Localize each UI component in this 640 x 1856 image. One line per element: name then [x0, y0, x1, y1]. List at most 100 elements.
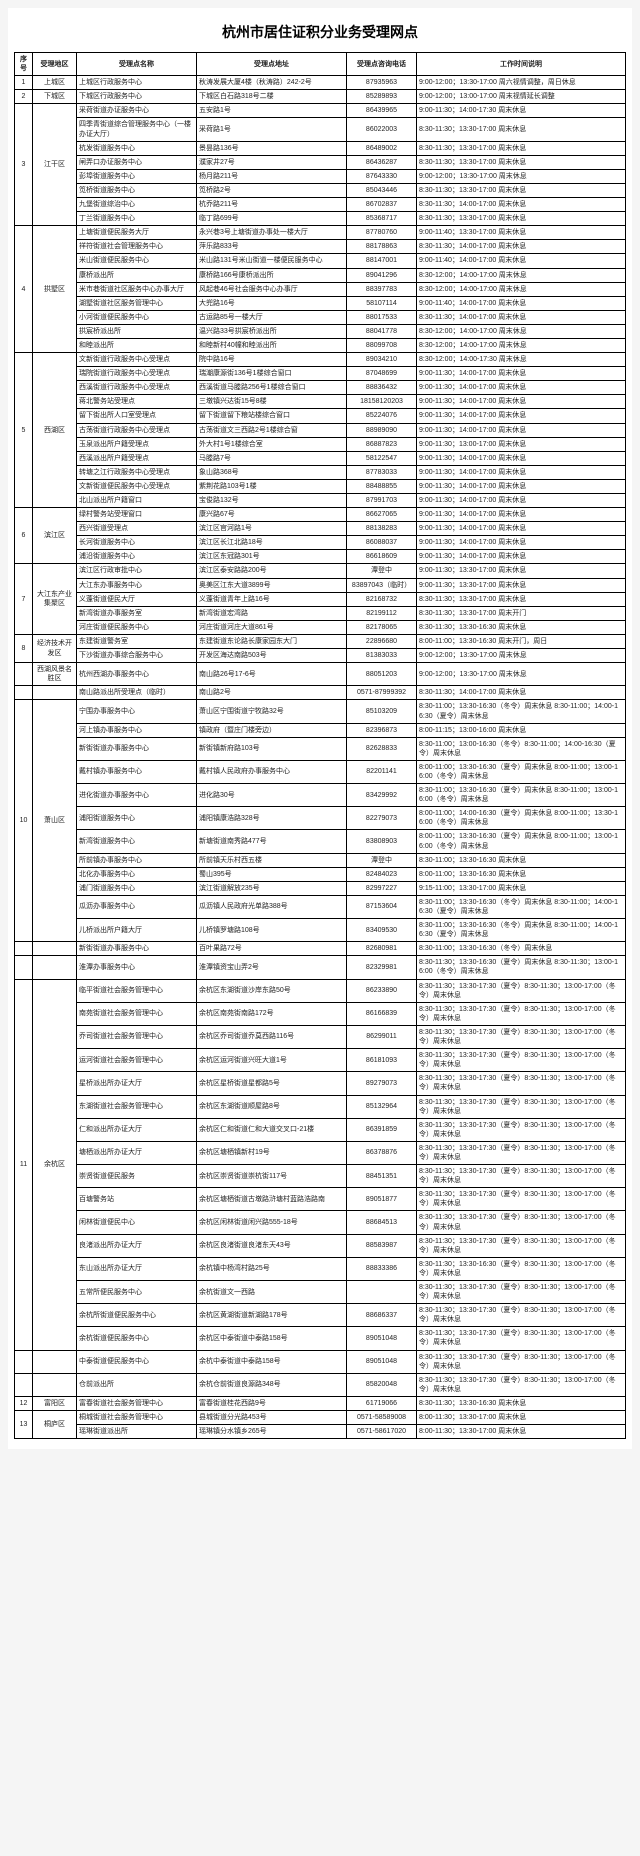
- cell-addr: 所前镇天乐村西五楼: [197, 853, 347, 867]
- cell-addr: 余杭区塘栖街道古墩路浒塘村蓝路浩路南: [197, 1188, 347, 1211]
- cell-name: 笕桥街道服务中心: [77, 183, 197, 197]
- cell-addr: 余杭区崇贤街道崇杭街117号: [197, 1165, 347, 1188]
- table-row: 4拱墅区上塘街道便民服务大厅永兴巷3号上塘街道办事处一楼大厅877807609:…: [15, 226, 626, 240]
- cell-time: 8:30-12:00；14:00-17:00 周末休息: [417, 338, 626, 352]
- cell-addr: 浦阳镇康浩路328号: [197, 807, 347, 830]
- cell-phone: 88099708: [347, 338, 417, 352]
- cell-phone: 87991703: [347, 494, 417, 508]
- cell-addr: 百叶果路72号: [197, 942, 347, 956]
- cell-time: 8:30-11:30；13:30-17:30（夏令）8:30-11:30；13:…: [417, 1234, 626, 1257]
- cell-addr: 儿桥镇罗塘路108号: [197, 919, 347, 942]
- cell-phone: 82997227: [347, 881, 417, 895]
- cell-time: 8:30-11:30；13:30-16:30（夏令）8:30-11:30；13:…: [417, 1257, 626, 1280]
- cell-phone: 86439965: [347, 104, 417, 118]
- cell-time: 9:00-11:30；14:00-17:00 周末休息: [417, 465, 626, 479]
- cell-name: 九堡街道综治中心: [77, 198, 197, 212]
- cell-time: 8:30-11:30；13:30-17:30（夏令）8:30-11:30；13:…: [417, 1049, 626, 1072]
- cell-phone: 89041296: [347, 268, 417, 282]
- cell-name: 玉泉派出所户籍受理点: [77, 437, 197, 451]
- cell-phone: 82396873: [347, 723, 417, 737]
- cell-name: 南苑街道社会服务管理中心: [77, 1002, 197, 1025]
- cell-name: 余杭街道便民服务中心: [77, 1327, 197, 1350]
- cell-addr: 康兴路67号: [197, 508, 347, 522]
- cell-time: 9:15-11:00；13:30-17:00 周末休息: [417, 881, 626, 895]
- cell-name: 五常所便民服务中心: [77, 1281, 197, 1304]
- cell-name: 蒋北警务站受理点: [77, 395, 197, 409]
- cell-addr: 滨江区长江北路18号: [197, 536, 347, 550]
- cell-time: 9:00-12:00；13:30-17:00 周末休息: [417, 169, 626, 183]
- table-row: 小河街道便民服务中心古运路85号一楼大厅880175338:30-11:30；1…: [15, 310, 626, 324]
- cell-phone: 83409530: [347, 919, 417, 942]
- table-row: 戴村镇办事服务中心戴村镇人民政府办事服务中心822011418:00-11:00…: [15, 760, 626, 783]
- cell-time: 9:00-11:40；13:30-17:00 周末休息: [417, 226, 626, 240]
- cell-name: 东湖街道社会服务管理中心: [77, 1095, 197, 1118]
- cell-addr: 进化路30号: [197, 784, 347, 807]
- cell-name: 新湾街道办事服务室: [77, 606, 197, 620]
- cell-addr: 临丁路699号: [197, 212, 347, 226]
- cell-addr: 义蓬街道青年上路16号: [197, 592, 347, 606]
- table-row: 南苑街道社会服务管理中心余杭区南苑街南路172号861668398:30-11:…: [15, 1002, 626, 1025]
- cell-addr: 镇政府（暨庄门楼旁边）: [197, 723, 347, 737]
- cell-seq: [15, 956, 33, 979]
- cell-phone: 89051048: [347, 1350, 417, 1373]
- cell-addr: 新街镇新府路103号: [197, 737, 347, 760]
- cell-time: 9:00-11:30；13:00-17:00 周末休息: [417, 437, 626, 451]
- cell-time: 8:00-11:00；14:00-16:30（夏令）周末休息 8:00-11:0…: [417, 807, 626, 830]
- cell-time: 8:00-11:30；13:30-17:00 周末休息: [417, 1425, 626, 1439]
- cell-addr: 余杭区仁和街道仁和大道交叉口-21楼: [197, 1118, 347, 1141]
- cell-time: 8:30-11:30；13:30-17:30（夏令）8:30-11:30；13:…: [417, 1211, 626, 1234]
- cell-time: 8:30-11:30；13:30-17:30（夏令）8:30-11:30；13:…: [417, 1304, 626, 1327]
- cell-name: 杭州西湖办事服务中心: [77, 663, 197, 686]
- table-row: 良渚派出所办证大厅余杭区良渚街道良渚东天43号885839878:30-11:3…: [15, 1234, 626, 1257]
- cell-phone: 86233890: [347, 979, 417, 1002]
- cell-phone: 82628833: [347, 737, 417, 760]
- cell-addr: 风起巷46号社会服务中心办事厅: [197, 282, 347, 296]
- table-row: 2下城区下城区行政服务中心下城区白石路318号二楼852898939:00-12…: [15, 90, 626, 104]
- cell-addr: 萍乐路833号: [197, 240, 347, 254]
- cell-phone: [347, 1281, 417, 1304]
- cell-phone: 86181093: [347, 1049, 417, 1072]
- cell-phone: 88138283: [347, 522, 417, 536]
- cell-addr: 米山路131号米山街道一楼便民服务中心: [197, 254, 347, 268]
- cell-time: 8:30-11:00；13:30-16:30 周末休息: [417, 853, 626, 867]
- cell-addr: 余杭中泰街道中泰路158号: [197, 1350, 347, 1373]
- cell-addr: 三墩镇兴达街15号8楼: [197, 395, 347, 409]
- cell-time: 8:30-11:30；13:30-16:30 周末休息: [417, 620, 626, 634]
- cell-time: 9:00-12:00；13:30-17:00 周六视情调整，周日休息: [417, 76, 626, 90]
- cell-addr: 滨江街道解放235号: [197, 881, 347, 895]
- cell-seq: 12: [15, 1396, 33, 1410]
- table-row: 米市巷街道社区服务中心办事大厅风起巷46号社会服务中心办事厅883977838:…: [15, 282, 626, 296]
- cell-time: 8:30-12:00；14:00-17:00 周末休息: [417, 268, 626, 282]
- cell-phone: 89051048: [347, 1327, 417, 1350]
- cell-phone: 86022003: [347, 118, 417, 141]
- th-name: 受理点名称: [77, 53, 197, 76]
- cell-name: 新湾街道服务中心: [77, 830, 197, 853]
- cell-name: 良渚派出所办证大厅: [77, 1234, 197, 1257]
- table-row: 浦门街道服务中心滨江街道解放235号829972279:15-11:00；13:…: [15, 881, 626, 895]
- cell-addr: 余杭仓前街道良源路348号: [197, 1373, 347, 1396]
- table-row: 新街街道办事服务中心新街镇新府路103号826288338:30-11:00；1…: [15, 737, 626, 760]
- th-seq: 序号: [15, 53, 33, 76]
- cell-name: 杭发街道服务中心: [77, 141, 197, 155]
- cell-area: [33, 956, 77, 979]
- table-row: 星桥派出所办证大厅余杭区星桥街道星都路5号892790738:30-11:30；…: [15, 1072, 626, 1095]
- cell-name: 新街街道办事服务中心: [77, 942, 197, 956]
- table-row: 余杭街道便民服务中心余杭区中泰街道中泰路158号890510488:30-11:…: [15, 1327, 626, 1350]
- cell-time: 8:30-11:30；13:30-17:30（夏令）8:30-11:30；13:…: [417, 1072, 626, 1095]
- cell-area: 江干区: [33, 104, 77, 226]
- cell-time: 8:30-11:30；13:30-17:00 周末休息: [417, 212, 626, 226]
- cell-phone: 82329981: [347, 956, 417, 979]
- table-row: 进化街道办事服务中心进化路30号834299928:30-11:00；13:30…: [15, 784, 626, 807]
- cell-addr: 余杭街道文一西路: [197, 1281, 347, 1304]
- cell-time: 9:00-11:30；14:00-17:30 周末休息: [417, 104, 626, 118]
- th-area: 受理地区: [33, 53, 77, 76]
- cell-area: [33, 1373, 77, 1396]
- cell-time: 8:30-11:30；13:30-17:30（夏令）8:30-11:30；13:…: [417, 1350, 626, 1373]
- table-row: 祥符街道社会管理服务中心萍乐路833号881788638:30-11:30；14…: [15, 240, 626, 254]
- cell-name: 西溪街道行政服务中心受理点: [77, 381, 197, 395]
- cell-area: 西湖风景名胜区: [33, 663, 77, 686]
- cell-name: 上城区行政服务中心: [77, 76, 197, 90]
- cell-addr: 马塍路7号: [197, 451, 347, 465]
- cell-time: 9:00-11:30；14:00-17:00 周末休息: [417, 409, 626, 423]
- cell-phone: 85820048: [347, 1373, 417, 1396]
